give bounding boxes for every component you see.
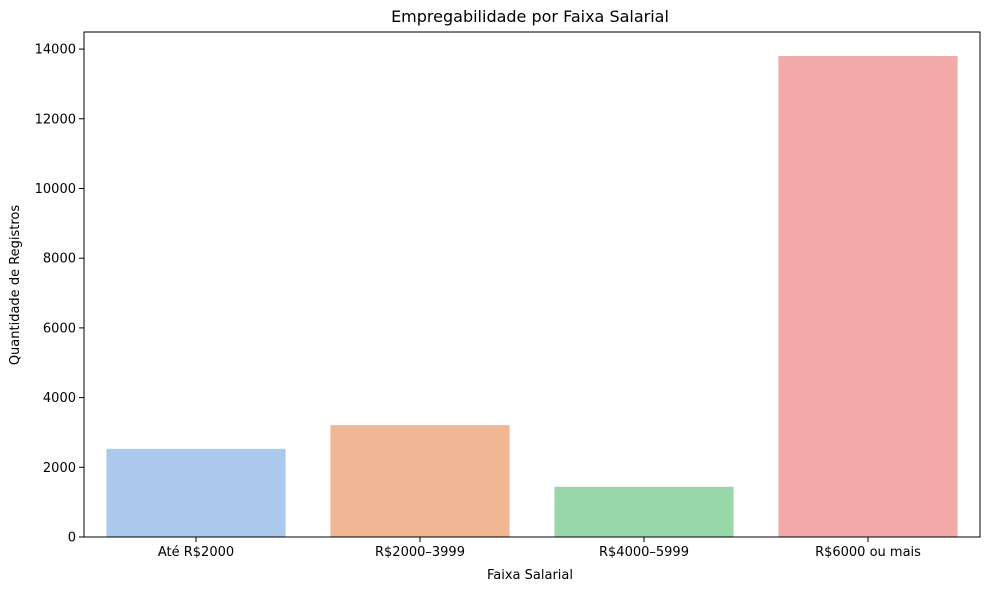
x-tick-label: R$4000–5999 (599, 545, 689, 560)
bar (330, 425, 510, 537)
y-tick-label: 12000 (35, 112, 76, 127)
x-tick-label: R$2000–3999 (375, 545, 465, 560)
x-tick-label: Até R$2000 (158, 545, 234, 560)
bar (106, 448, 286, 537)
y-tick-label: 2000 (43, 461, 76, 476)
y-tick-label: 6000 (43, 321, 76, 336)
y-tick-label: 4000 (43, 391, 76, 406)
x-axis-label: Faixa Salarial (487, 568, 573, 583)
chart-title: Empregabilidade por Faixa Salarial (391, 7, 669, 26)
x-axis-ticks: Até R$2000 R$2000–3999 R$4000–5999 R$6000 o… (158, 537, 921, 560)
y-axis-label: Quantidade de Registros (8, 205, 23, 366)
y-tick-label: 8000 (43, 252, 76, 267)
bar (554, 486, 734, 537)
plot-frame (83, 31, 981, 538)
y-tick-label: 10000 (35, 182, 76, 197)
bars-group (106, 56, 958, 538)
bar (778, 56, 958, 538)
y-axis-ticks: 0 2000 4000 6000 8000 10000 12000 14000 (35, 43, 84, 546)
y-tick-label: 0 (68, 531, 76, 546)
x-tick-label: R$6000 ou mais (815, 545, 921, 560)
y-tick-label: 14000 (35, 43, 76, 58)
